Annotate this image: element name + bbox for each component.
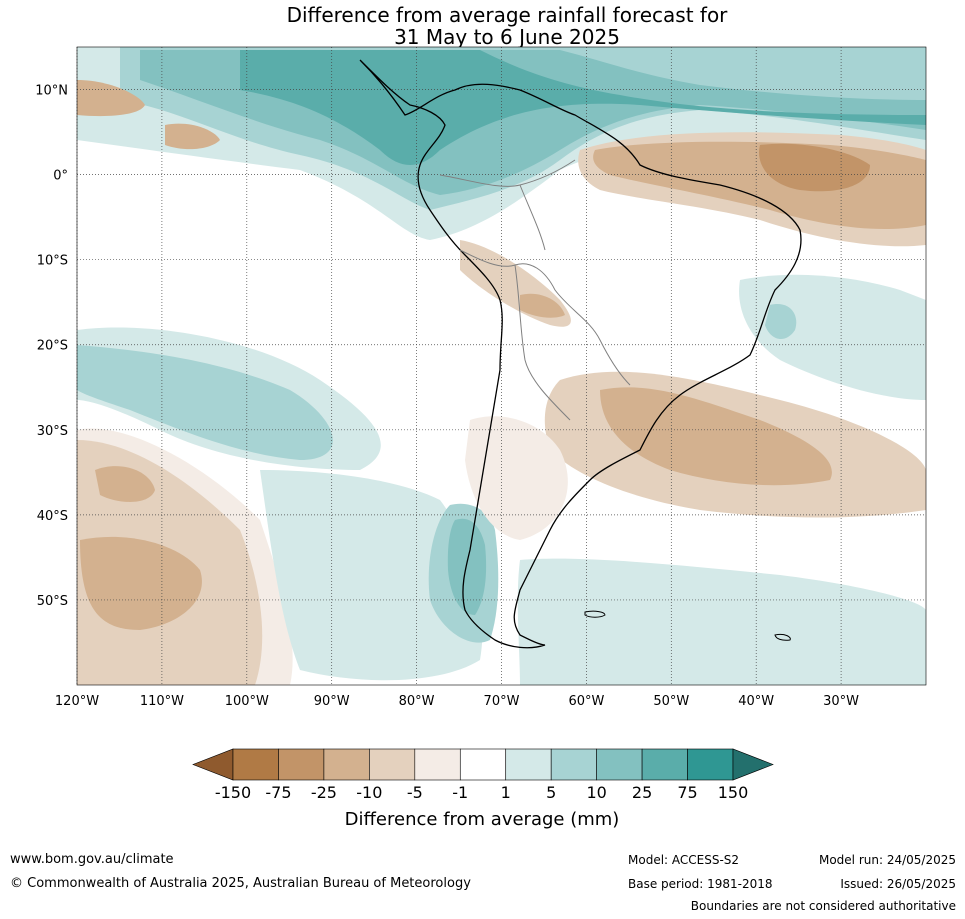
colorbar-swatch — [323, 748, 370, 781]
colorbar-swatch — [596, 748, 643, 781]
colorbar-swatch — [687, 748, 734, 781]
field-mid-teal-patagonia — [447, 518, 487, 615]
longitude-labels: 120°W 110°W 100°W 90°W 80°W 70°W 60°W 50°W 40°W 3… — [55, 694, 859, 709]
field-mid-brown-se — [600, 387, 832, 486]
field-light-teal-south — [260, 470, 483, 681]
colorbar-swatch — [369, 748, 416, 781]
falklands-coastline — [584, 610, 606, 618]
colorbar-arrow-low — [192, 748, 234, 781]
field-teal-pacific — [77, 345, 333, 460]
graticule — [76, 47, 926, 685]
field-light-brown-argentina — [465, 416, 568, 540]
colorbar-title: Difference from average (mm) — [345, 809, 620, 830]
colorbar-tick-label: 75 — [677, 783, 697, 802]
colorbar-tick-label: -75 — [265, 783, 291, 802]
boundaries-disclaimer: Boundaries are not considered authoritat… — [690, 899, 956, 913]
field-small-brown-sw — [95, 466, 155, 502]
coastlines — [359, 59, 802, 649]
colorbar-arrow-high — [732, 748, 774, 781]
colorbar-tick-label: 150 — [718, 783, 749, 802]
colorbar-tick-label: -10 — [356, 783, 382, 802]
base-period: Base period: 1981-2018 — [628, 877, 773, 891]
longitude-label: 40°W — [738, 694, 774, 709]
colorbar-tick-label: 5 — [546, 783, 556, 802]
field-brown-nw — [77, 80, 145, 117]
copyright-text: © Commonwealth of Australia 2025, Austra… — [10, 876, 471, 891]
field-light-teal-south-atlantic — [517, 558, 926, 685]
longitude-label: 30°W — [823, 694, 859, 709]
field-dark-teal-north — [240, 50, 926, 165]
longitude-label: 70°W — [484, 694, 520, 709]
field-mid-brown-andes — [520, 293, 565, 318]
field-brown-pacific-small — [165, 123, 220, 150]
colorbar-tick-label: 1 — [501, 783, 511, 802]
country-boundaries — [439, 159, 631, 421]
longitude-label: 120°W — [55, 694, 99, 709]
colorbar-tick-label: -5 — [407, 783, 423, 802]
issued-date: Issued: 26/05/2025 — [840, 877, 956, 891]
rainfall-anomaly-fields — [77, 47, 926, 685]
colorbar-swatch — [550, 748, 597, 781]
colorbar-swatch — [414, 748, 461, 781]
longitude-label: 110°W — [140, 694, 184, 709]
colorbar-tick-label: -150 — [215, 783, 251, 802]
colorbar-swatch — [505, 748, 552, 781]
colorbar: -150 -75 -25 -10 -5 -1 1 5 10 25 75 150 — [192, 748, 774, 802]
latitude-labels: 10°N 0° 10°S 20°S 30°S 40°S 50°S — [35, 84, 68, 609]
south-georgia-coastline — [774, 634, 791, 641]
latitude-label: 0° — [53, 169, 68, 184]
field-teal-atlantic-small — [765, 304, 797, 340]
colorbar-swatch — [641, 748, 688, 781]
latitude-label: 20°S — [37, 339, 68, 354]
latitude-label: 40°S — [37, 509, 68, 524]
title-line-2: 31 May to 6 June 2025 — [394, 25, 620, 49]
model-name: Model: ACCESS-S2 — [628, 853, 740, 867]
colorbar-swatch — [232, 748, 279, 781]
model-run: Model run: 24/05/2025 — [818, 853, 956, 867]
longitude-label: 60°W — [568, 694, 604, 709]
website-link[interactable]: www.bom.gov.au/climate — [10, 852, 174, 867]
colorbar-tick-label: -1 — [452, 783, 468, 802]
colorbar-swatch — [278, 748, 325, 781]
longitude-label: 50°W — [653, 694, 689, 709]
colorbar-swatch — [459, 748, 507, 781]
field-mid-brown-ne — [759, 143, 870, 192]
colorbar-tick-label: 25 — [632, 783, 652, 802]
latitude-label: 50°S — [37, 594, 68, 609]
latitude-label: 10°N — [35, 84, 68, 99]
map-title: Difference from average rainfall forecas… — [0, 4, 965, 48]
colorbar-tick-label: 10 — [586, 783, 606, 802]
field-mid-brown-sw — [80, 536, 202, 630]
south-america-coastline — [359, 59, 802, 649]
longitude-label: 80°W — [399, 694, 435, 709]
latitude-label: 10°S — [37, 254, 68, 269]
latitude-label: 30°S — [37, 424, 68, 439]
title-line-1: Difference from average rainfall forecas… — [286, 3, 728, 27]
map-frame — [76, 46, 927, 686]
longitude-label: 90°W — [314, 694, 350, 709]
longitude-label: 100°W — [225, 694, 269, 709]
colorbar-tick-label: -25 — [311, 783, 337, 802]
